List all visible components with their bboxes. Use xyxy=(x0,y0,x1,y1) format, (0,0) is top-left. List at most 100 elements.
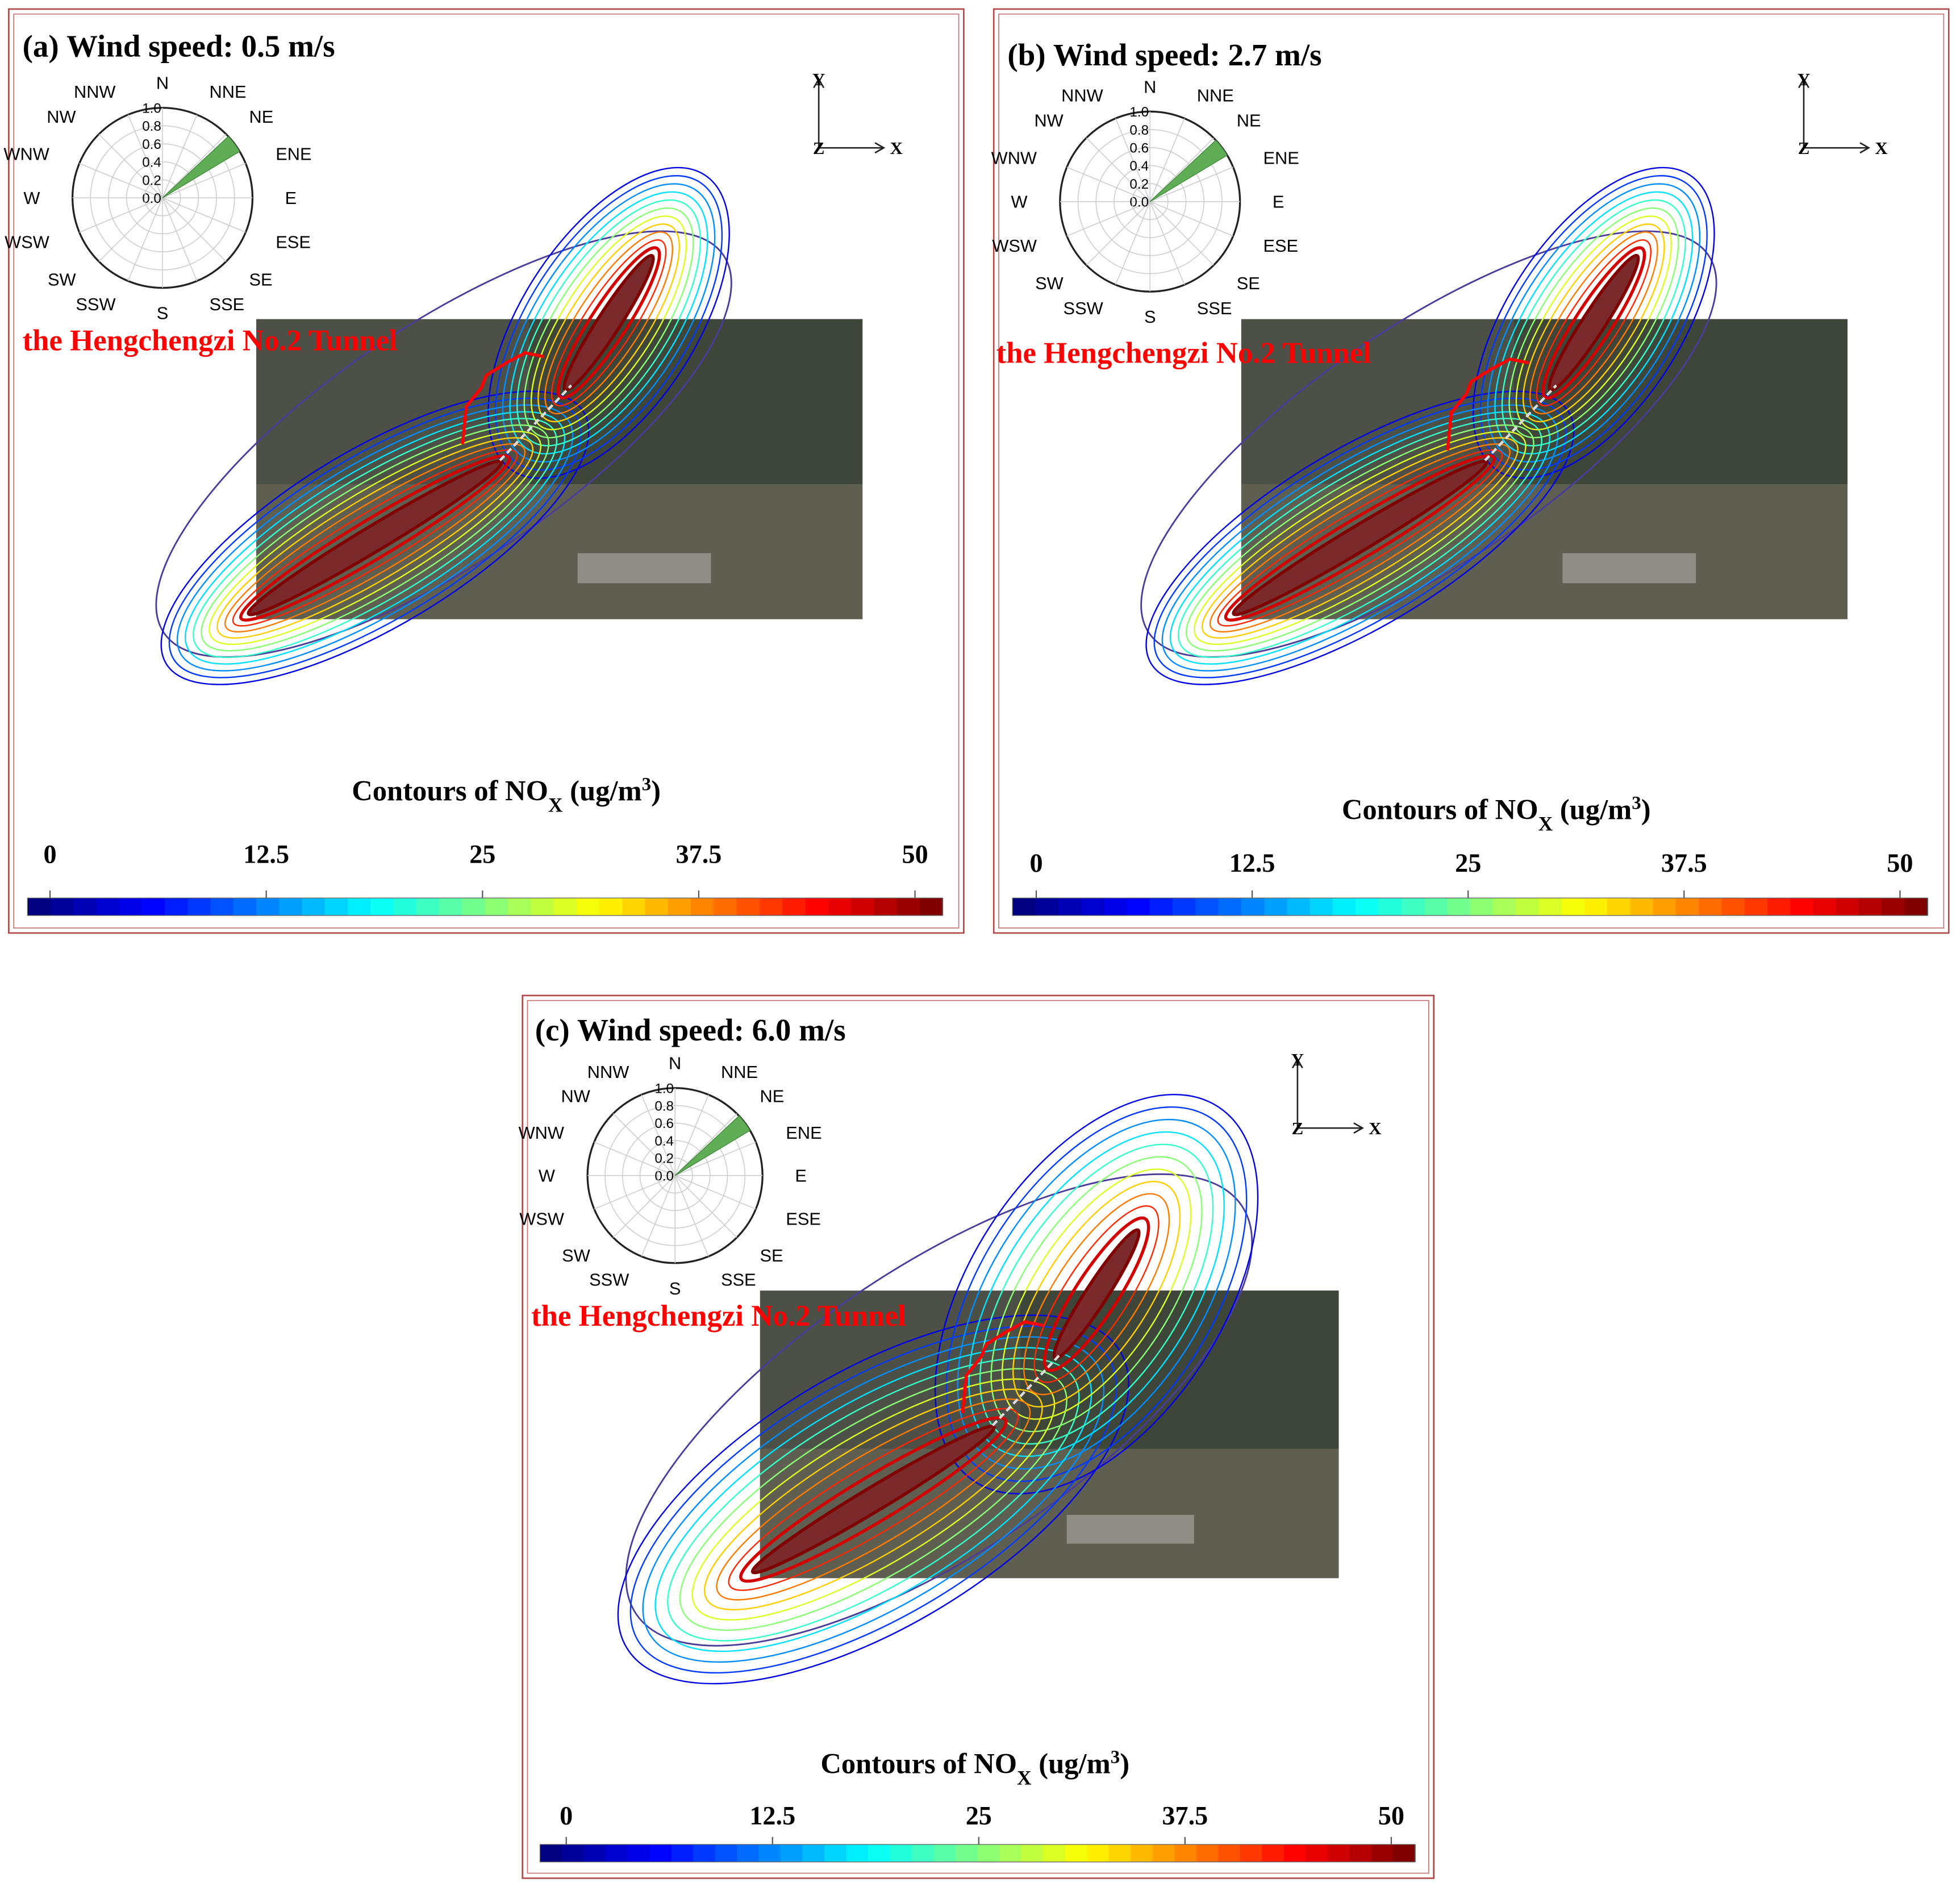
colorbar-swatch xyxy=(1218,1844,1241,1862)
rose-spoke xyxy=(127,197,163,281)
contour-line xyxy=(216,437,534,639)
text-part: X xyxy=(1017,1766,1032,1789)
colorbar-tick-label: 37.5 xyxy=(1661,848,1707,877)
direction-label: W xyxy=(1011,192,1028,212)
colorbar-swatch xyxy=(1043,1844,1066,1862)
rose-ring xyxy=(604,1105,746,1246)
colorbar-swatch xyxy=(210,898,234,916)
panel-border xyxy=(8,8,965,934)
colorbar-tick-label: 37.5 xyxy=(676,840,722,869)
colorbar-swatch xyxy=(668,898,692,916)
colorbar-swatch xyxy=(649,1844,672,1862)
rose-spoke xyxy=(674,1142,756,1176)
colorbar-swatch xyxy=(1310,898,1334,916)
contour-line xyxy=(208,431,541,646)
contour-line xyxy=(1522,223,1665,423)
colorbar-swatch xyxy=(1675,898,1700,916)
text-part: 3 xyxy=(1632,793,1641,814)
colorbar-swatch xyxy=(507,898,532,916)
contour-line xyxy=(1161,404,1559,672)
colorbar-swatch xyxy=(977,1844,1000,1862)
contour-line xyxy=(1153,397,1567,678)
direction-label: SSE xyxy=(721,1270,756,1290)
direction-label: N xyxy=(669,1054,681,1073)
colorbar-swatch xyxy=(671,1844,694,1862)
colorbar-tick-label: 12.5 xyxy=(243,840,289,869)
contour-line xyxy=(1487,183,1701,463)
colorbar-tick-label: 25 xyxy=(966,1801,992,1830)
colorbar-swatch xyxy=(1378,898,1402,916)
colorbar-swatch xyxy=(562,1844,585,1862)
colorbar-swatch xyxy=(828,898,852,916)
text-part: ) xyxy=(1641,794,1651,826)
contour-line xyxy=(509,191,708,455)
contour-line xyxy=(716,1398,1031,1601)
axis-label: X xyxy=(1369,1119,1381,1138)
rose-spoke xyxy=(594,1175,675,1210)
contour-line xyxy=(544,231,673,415)
r-tick-label: 0.4 xyxy=(142,155,161,170)
direction-label: NW xyxy=(561,1086,590,1106)
colorbar-swatch xyxy=(96,898,120,916)
axis-label: Z xyxy=(1292,1119,1304,1138)
panel: (a) Wind speed: 0.5 m/s the Hengchengzi No… xyxy=(3,8,965,934)
colorbar-swatch xyxy=(416,898,440,916)
rose-spoke xyxy=(1086,138,1150,202)
rose-spoke xyxy=(79,197,163,233)
contour-line xyxy=(487,166,730,479)
colorbar-title: Contours of NOX (ug/m3) xyxy=(352,775,661,817)
contour-line xyxy=(1536,239,1652,407)
direction-label: SW xyxy=(1035,273,1064,293)
text-part: 3 xyxy=(642,775,651,795)
contour-line xyxy=(642,1336,1105,1663)
colorbar-swatch xyxy=(1131,1844,1153,1862)
direction-label: NNW xyxy=(1061,86,1103,106)
rose-spoke xyxy=(1149,138,1214,202)
rose-ring xyxy=(1114,165,1187,238)
contour-line xyxy=(1232,459,1488,617)
colorbar-swatch xyxy=(1356,898,1379,916)
colorbar-swatch xyxy=(1241,898,1265,916)
colorbar-swatch xyxy=(1516,898,1540,916)
panel: (b) Wind speed: 2.7 m/s the Hengchengzi No… xyxy=(991,8,1950,934)
axis-label: X xyxy=(1875,139,1887,158)
rose-spoke xyxy=(162,163,246,198)
panel-border-inner xyxy=(13,13,960,929)
contour-line xyxy=(551,239,667,407)
direction-label: WNW xyxy=(991,148,1037,168)
direction-label: SW xyxy=(48,269,76,289)
direction-label: NNE xyxy=(210,82,247,102)
colorbar-swatch xyxy=(622,898,646,916)
direction-label: NE xyxy=(249,107,274,127)
colorbar-swatch xyxy=(919,898,944,916)
colorbar-swatch xyxy=(896,898,920,916)
contour-line xyxy=(1479,175,1708,471)
colorbar-swatch xyxy=(1327,1844,1350,1862)
tunnel-brace xyxy=(1446,357,1529,451)
rose-spoke xyxy=(594,1142,675,1176)
panel-label: (a) xyxy=(23,29,59,64)
rose-ring xyxy=(108,143,217,252)
colorbar-swatch xyxy=(1744,898,1769,916)
colorbar-swatch xyxy=(782,898,806,916)
contour-line xyxy=(1033,1205,1160,1383)
panel-border xyxy=(522,994,1435,1879)
colorbar-swatch xyxy=(890,1844,913,1862)
contour-line xyxy=(1501,199,1686,447)
rose-spoke xyxy=(1086,201,1150,266)
colorbar-swatch xyxy=(233,898,257,916)
contour-line xyxy=(979,1143,1214,1445)
colorbar-swatch xyxy=(645,898,669,916)
contour-line xyxy=(556,246,661,400)
colorbar-swatch xyxy=(1447,898,1471,916)
direction-label: E xyxy=(795,1166,807,1186)
tunnel-line xyxy=(991,1352,1062,1427)
outer-contour xyxy=(155,230,732,658)
colorbar-swatch xyxy=(1836,898,1860,916)
r-tick-label: 0.2 xyxy=(1129,177,1149,192)
rose-ring xyxy=(622,1122,728,1229)
contour-line xyxy=(1217,449,1503,627)
r-tick-label: 0.8 xyxy=(654,1098,674,1114)
